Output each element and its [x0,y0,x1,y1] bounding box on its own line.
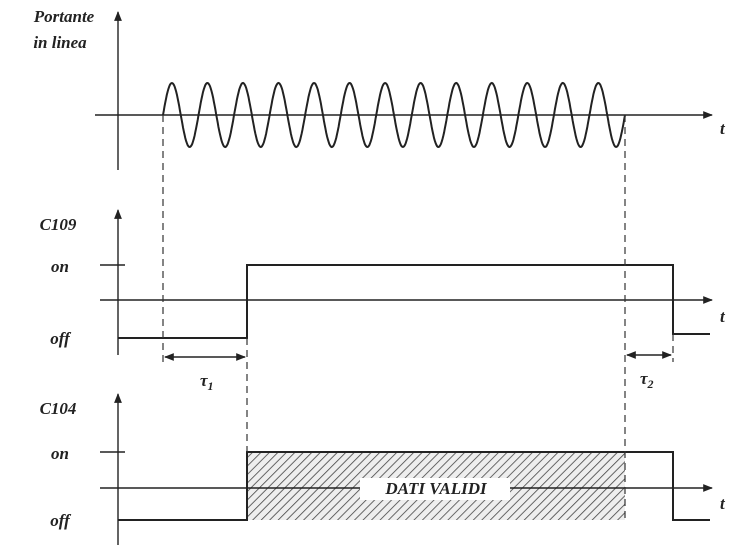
panel-label: C109 [40,215,77,234]
signal [118,451,710,521]
carrier-wave [162,81,626,149]
level-label: on [51,257,69,276]
panel-label: C104 [40,399,77,418]
subscript: 1 [208,379,214,393]
symbol: τ [200,371,208,390]
c109-panel: C109 on off t [40,209,726,355]
level-label: off [50,511,72,530]
interval-label: τ1 [200,371,214,393]
signal [118,264,710,339]
axis-label: t [720,307,726,326]
carrier-panel: Portante in linea t [33,7,726,170]
subscript: 2 [647,377,654,391]
panel-label: in linea [33,33,87,52]
symbol: τ [640,369,648,388]
axis-label: t [720,119,726,138]
c104-panel: DATI VALIDI C104 on off t [40,393,726,545]
level-label: on [51,444,69,463]
panel-label: Portante [33,7,95,26]
level-label: off [50,329,72,348]
region-label: DATI VALIDI [384,479,488,498]
interval-label: τ2 [640,369,654,391]
label-bg [360,478,510,500]
axis-label: t [720,494,726,513]
